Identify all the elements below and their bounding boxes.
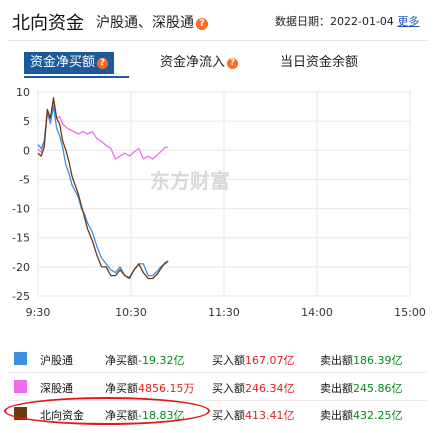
tab-net-inflow-label: 资金净流入 (160, 55, 226, 70)
help-icon[interactable]: ? (227, 58, 239, 69)
series-line-2 (37, 97, 169, 280)
north-fund-chart[interactable]: 东方财富 10 5 0 -5 -10 -15 -20 -25 9:30 10:30 11:30 14… (0, 84, 436, 320)
legend-row-hgt[interactable]: 沪股通 净买额-19.32亿 买入额167.07亿 卖出额186.39亿 (0, 348, 436, 370)
legend-name: 沪股通 (40, 354, 73, 367)
highlight-circle (4, 397, 210, 425)
series-line-0 (37, 105, 169, 278)
sell-amount-value: 245.86亿 (353, 382, 403, 395)
date-label: 数据日期： (275, 15, 330, 28)
y-tick-label: 5 (23, 115, 30, 128)
x-tick-label: 14:00 (301, 306, 333, 319)
hgt-swatch (14, 352, 27, 365)
sell-amount-value: 432.25亿 (353, 409, 403, 422)
y-tick-label: -5 (19, 173, 30, 186)
legend-row-sgt[interactable]: 深股通 净买额4856.15万 买入额246.34亿 卖出额245.86亿 (0, 376, 436, 398)
page-title: 北向资金 (12, 13, 84, 34)
buy-amount: 买入额246.34亿 (212, 382, 295, 395)
y-axis-labels: 10 5 0 -5 -10 -15 -20 -25 (12, 86, 30, 303)
buy-amount-value: 413.41亿 (245, 409, 295, 422)
data-date: 数据日期：2022-01-04 更多 (275, 13, 419, 29)
header-divider (8, 40, 428, 41)
y-tick-label: -15 (12, 232, 30, 245)
legend-divider (8, 400, 428, 401)
help-icon[interactable]: ? (196, 18, 208, 30)
y-tick-label: 0 (23, 144, 30, 157)
x-tick-label: 9:30 (26, 306, 51, 319)
header: 北向资金 沪股通、深股通? 数据日期：2022-01-04 更多 (0, 0, 436, 44)
buy-amount-value: 246.34亿 (245, 382, 295, 395)
buy-amount: 买入额167.07亿 (212, 354, 295, 367)
tab-daily-balance[interactable]: 当日资金余额 (280, 52, 358, 74)
y-tick-label: -10 (12, 203, 30, 216)
sell-amount: 卖出额186.39亿 (320, 354, 403, 367)
tab-net-inflow[interactable]: 资金净流入? (160, 52, 239, 74)
legend-name: 深股通 (40, 382, 73, 395)
net-buy: 净买额4856.15万 (105, 382, 195, 395)
tab-daily-balance-label: 当日资金余额 (280, 55, 359, 70)
subtitle-text: 沪股通、深股通 (96, 15, 194, 31)
tab-net-buy-label: 资金净买额 (30, 55, 96, 70)
net-buy-value: -19.32亿 (138, 354, 185, 367)
tab-underline (24, 76, 129, 78)
chart-grid (37, 91, 411, 297)
watermark-text: 东方财富 (150, 169, 230, 193)
chart-series (37, 97, 169, 280)
y-tick-label: -20 (12, 261, 30, 274)
sell-amount-value: 186.39亿 (353, 354, 403, 367)
x-tick-label: 15:00 (394, 306, 426, 319)
more-link[interactable]: 更多 (397, 15, 420, 28)
watermark: 东方财富 (150, 169, 230, 193)
sgt-swatch (14, 380, 27, 393)
buy-amount-value: 167.07亿 (245, 354, 295, 367)
date-value: 2022-01-04 (330, 15, 394, 28)
y-tick-label: 10 (16, 86, 30, 99)
help-icon[interactable]: ? (97, 58, 109, 69)
subtitle: 沪股通、深股通? (96, 12, 208, 32)
y-tick-label: -25 (12, 290, 30, 303)
buy-amount: 买入额413.41亿 (212, 409, 295, 422)
x-axis-labels: 9:30 10:30 11:30 14:00 15:00 (26, 306, 426, 319)
x-tick-label: 11:30 (208, 306, 240, 319)
legend-divider (8, 372, 428, 373)
net-buy-value: 4856.15万 (138, 382, 195, 395)
net-buy: 净买额-19.32亿 (105, 354, 185, 367)
sell-amount: 卖出额432.25亿 (320, 409, 403, 422)
tab-net-buy[interactable]: 资金净买额? (24, 52, 115, 74)
x-tick-label: 10:30 (115, 306, 147, 319)
sell-amount: 卖出额245.86亿 (320, 382, 403, 395)
